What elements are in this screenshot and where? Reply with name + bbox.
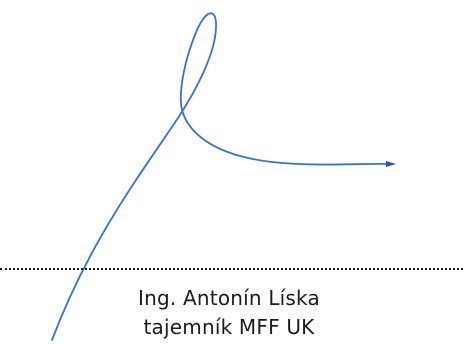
signer-title: tajemník MFF UK [143, 315, 315, 339]
signer-name: Ing. Antonín Líska [138, 286, 320, 310]
signature-end-dot [386, 161, 396, 167]
signature-stroke [51, 12, 393, 341]
signature-line [0, 268, 463, 270]
